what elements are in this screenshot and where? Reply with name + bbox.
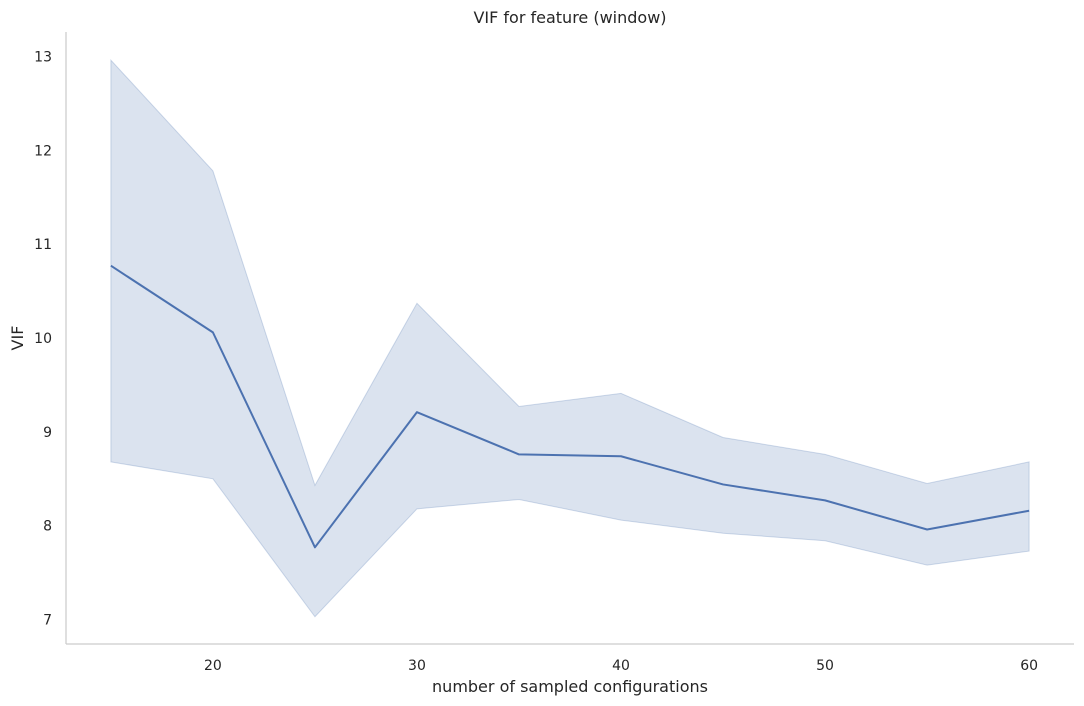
x-tick-label: 20 — [204, 658, 222, 674]
confidence-band — [110, 58, 1030, 618]
y-tick-label: 9 — [43, 425, 52, 441]
x-axis-label: number of sampled configurations — [432, 677, 708, 696]
x-tick-label: 60 — [1020, 658, 1038, 674]
x-tick-label: 40 — [612, 658, 630, 674]
plot-area — [110, 58, 1030, 618]
x-tick-label: 30 — [408, 658, 426, 674]
y-tick-label: 7 — [43, 613, 52, 629]
y-tick-label: 11 — [34, 237, 52, 253]
series-line — [110, 264, 1030, 549]
y-tick-label: 13 — [34, 49, 52, 65]
x-tick-labels: 20 30 40 50 60 — [204, 658, 1038, 674]
x-tick-label: 50 — [816, 658, 834, 674]
y-tick-label: 8 — [43, 519, 52, 535]
chart-title: VIF for feature (window) — [473, 8, 666, 27]
y-tick-label: 10 — [34, 331, 52, 347]
y-tick-label: 12 — [34, 143, 52, 159]
y-tick-labels: 7 8 9 10 11 12 13 — [34, 49, 52, 628]
y-axis-label: VIF — [8, 326, 27, 351]
